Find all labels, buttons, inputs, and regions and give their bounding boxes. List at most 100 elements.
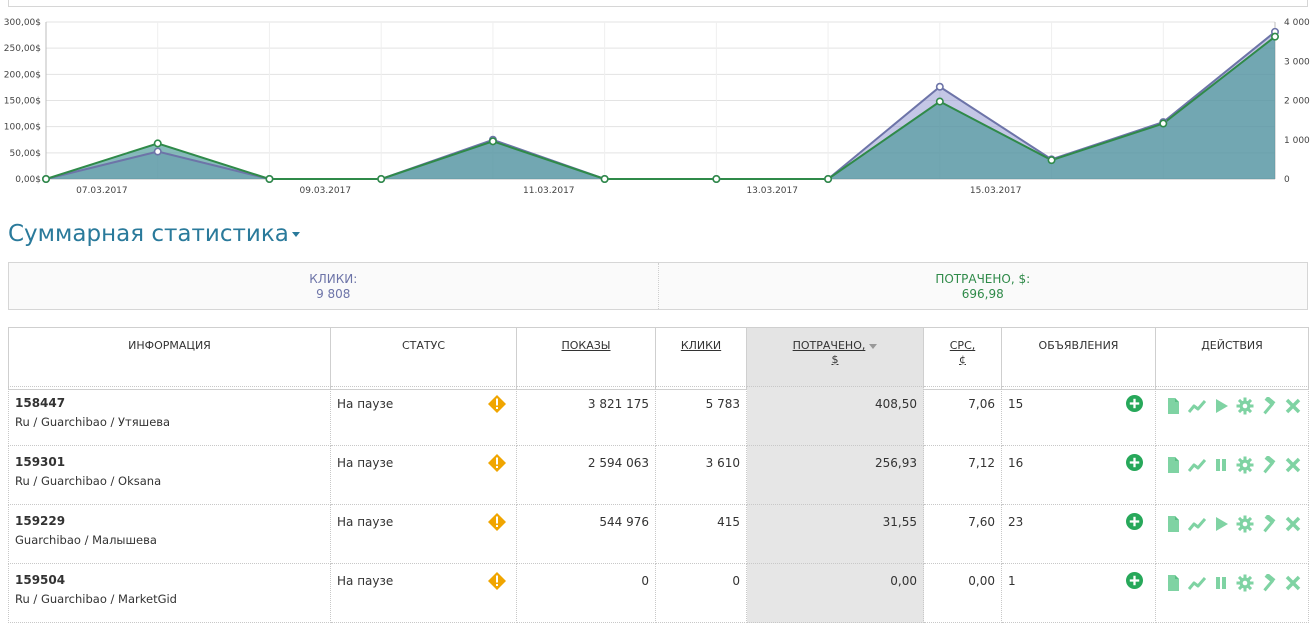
y-right-tick-label: 0 [1284, 175, 1290, 185]
campaign-id[interactable]: 159504 [15, 573, 66, 587]
series-0-point [935, 82, 944, 91]
pause-icon[interactable] [1212, 574, 1230, 592]
summary-clicks-label: КЛИКИ: [309, 272, 358, 286]
x-tick-label: 07.03.2017 [76, 186, 128, 196]
series-1-point [265, 175, 274, 184]
info-cell: 159301 Ru / Guarchibao / Oksana [8, 445, 331, 505]
stats-icon[interactable] [1187, 456, 1207, 474]
document-icon[interactable] [1164, 456, 1182, 474]
status-cell: На паузе [330, 386, 517, 446]
add-ad-icon[interactable] [1126, 454, 1143, 471]
ads-count: 15 [1008, 397, 1024, 411]
gear-icon[interactable] [1236, 515, 1254, 533]
info-cell: 158447 Ru / Guarchibao / Утяшева [8, 386, 331, 446]
summary-clicks: КЛИКИ: 9 808 [9, 263, 658, 309]
document-icon[interactable] [1164, 515, 1182, 533]
column-header-actions: ДЕЙСТВИЯ [1155, 327, 1309, 390]
y-left-tick-label: 200,00$ [4, 70, 41, 80]
impressions-cell: 2 594 063 [516, 445, 656, 505]
table-row: 159504 Ru / Guarchibao / MarketGid На пауз… [8, 563, 1309, 623]
stats-icon[interactable] [1187, 397, 1207, 415]
stats-icon[interactable] [1187, 515, 1207, 533]
stats-chart: 0,00$ 50,00$ 100,00$ 150,00$ 200,00$ 250,00$ 3… [4, 18, 1310, 196]
table-row: 159301 Ru / Guarchibao / Oksana На паузе 2 … [8, 445, 1309, 505]
document-icon[interactable] [1164, 574, 1182, 592]
clicks-cell: 0 [655, 563, 747, 623]
hammer-icon[interactable] [1260, 395, 1278, 415]
ads-cell: 16 [1001, 445, 1156, 505]
summary-spent-value: 696,98 [961, 287, 1004, 301]
summary-title-text: Суммарная статистика [8, 221, 289, 247]
impressions-cell: 3 821 175 [516, 386, 656, 446]
x-tick-label: 15.03.2017 [970, 186, 1022, 196]
info-cell: 159504 Ru / Guarchibao / MarketGid [8, 563, 331, 623]
y-right-tick-label: 4 000 [1284, 18, 1310, 28]
play-icon[interactable] [1212, 515, 1230, 533]
close-icon[interactable] [1284, 515, 1302, 533]
actions-cell [1155, 504, 1309, 564]
x-tick-label: 11.03.2017 [523, 186, 575, 196]
y-left-tick-label: 50,00$ [10, 149, 42, 159]
summary-spent: ПОТРАЧЕНО, $: 696,98 [657, 263, 1308, 309]
add-ad-icon[interactable] [1126, 572, 1143, 589]
series-1-point [1159, 119, 1168, 128]
ads-count: 16 [1008, 456, 1024, 470]
actions-cell [1155, 386, 1309, 446]
gear-icon[interactable] [1236, 456, 1254, 474]
add-ad-icon[interactable] [1126, 513, 1143, 530]
close-icon[interactable] [1284, 456, 1302, 474]
impressions-cell: 0 [516, 563, 656, 623]
campaign-path: Guarchibao / Малышева [15, 533, 157, 547]
series-1-area [46, 36, 1275, 179]
campaign-id[interactable]: 158447 [15, 396, 66, 410]
spent-cell: 256,93 [746, 445, 924, 505]
hammer-icon[interactable] [1260, 572, 1278, 592]
column-header-clicks[interactable]: КЛИКИ [655, 327, 747, 390]
warning-icon[interactable] [488, 513, 506, 531]
document-icon[interactable] [1164, 397, 1182, 415]
summary-spent-label: ПОТРАЧЕНО, $: [935, 272, 1031, 286]
sort-desc-icon [869, 343, 878, 349]
campaign-path: Ru / Guarchibao / Oksana [15, 474, 162, 488]
summary-title[interactable]: Суммарная статистика [8, 221, 300, 247]
spent-cell: 408,50 [746, 386, 924, 446]
y-right-tick-label: 1 000 [1284, 136, 1310, 146]
dropdown-caret-icon [291, 232, 300, 237]
campaign-id[interactable]: 159229 [15, 514, 66, 528]
close-icon[interactable] [1284, 397, 1302, 415]
cpc-cell: 7,12 [923, 445, 1002, 505]
warning-icon[interactable] [488, 395, 506, 413]
ads-count: 23 [1008, 515, 1024, 529]
hammer-icon[interactable] [1260, 454, 1278, 474]
play-icon[interactable] [1212, 397, 1230, 415]
pause-icon[interactable] [1212, 456, 1230, 474]
series-1-point [41, 175, 50, 184]
column-header-impressions[interactable]: ПОКАЗЫ [516, 327, 656, 390]
status-text: На паузе [337, 574, 394, 588]
campaign-id[interactable]: 159301 [15, 455, 66, 469]
table-row: 159229 Guarchibao / Малышева На паузе 544 9… [8, 504, 1309, 564]
status-cell: На паузе [330, 563, 517, 623]
x-tick-label: 09.03.2017 [300, 186, 352, 196]
campaign-table: 158447 Ru / Guarchibao / Утяшева На паузе 3… [8, 386, 1309, 623]
gear-icon[interactable] [1236, 397, 1254, 415]
status-text: На паузе [337, 515, 394, 529]
gear-icon[interactable] [1236, 574, 1254, 592]
y-left-tick-label: 300,00$ [4, 18, 41, 28]
stats-icon[interactable] [1187, 574, 1207, 592]
summary-box: КЛИКИ: 9 808 ПОТРАЧЕНО, $: 696,98 [8, 262, 1308, 310]
series-1-point [1271, 32, 1280, 41]
hammer-icon[interactable] [1260, 513, 1278, 533]
add-ad-icon[interactable] [1126, 395, 1143, 412]
ads-cell: 15 [1001, 386, 1156, 446]
cpc-cell: 7,60 [923, 504, 1002, 564]
warning-icon[interactable] [488, 572, 506, 590]
warning-icon[interactable] [488, 454, 506, 472]
series-1-point [153, 139, 162, 148]
campaign-path: Ru / Guarchibao / Утяшева [15, 415, 171, 429]
series-1-point [377, 175, 386, 184]
close-icon[interactable] [1284, 574, 1302, 592]
y-left-tick-label: 0,00$ [15, 175, 41, 185]
column-header-cpc[interactable]: CPC, ¢ [923, 327, 1002, 390]
column-header-spent[interactable]: ПОТРАЧЕНО, $ [746, 327, 924, 390]
